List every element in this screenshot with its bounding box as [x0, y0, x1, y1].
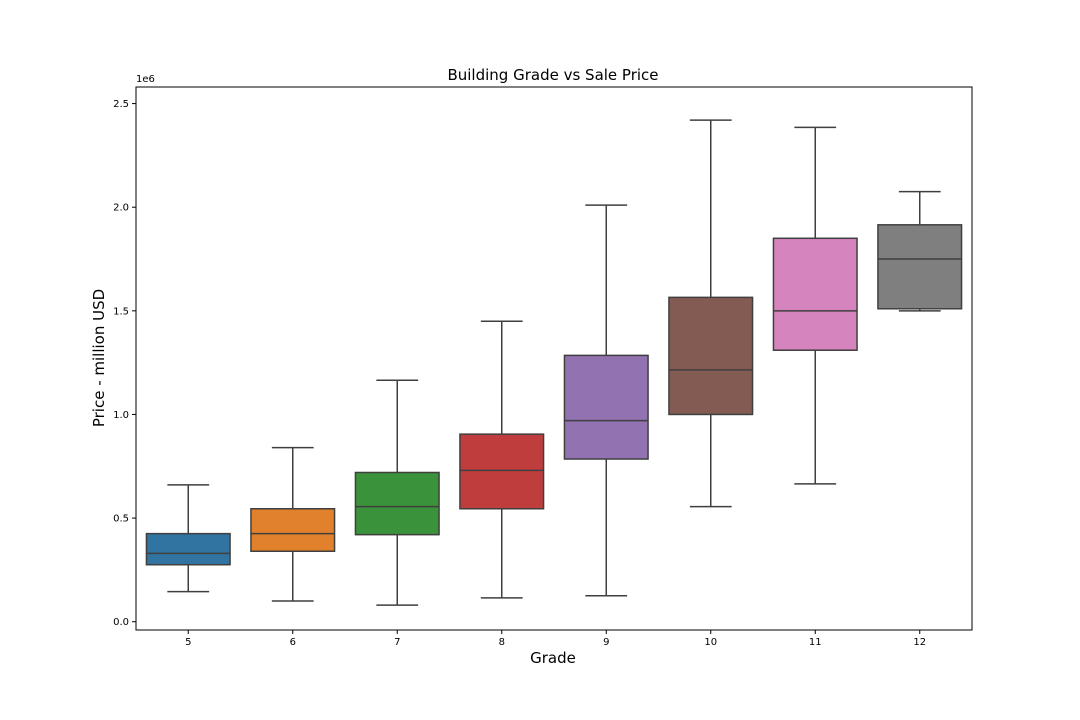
x-axis-label: Grade — [530, 649, 576, 667]
box-grade-11 — [772, 237, 858, 351]
x-tick-label: 12 — [913, 637, 926, 648]
box-grade-9 — [563, 354, 649, 460]
y-tick-label: 1.0 — [113, 410, 129, 421]
x-tick-label: 5 — [185, 637, 191, 648]
box-grade-8 — [459, 433, 545, 510]
box-grade-12 — [877, 224, 963, 310]
y-offset-label: 1e6 — [136, 74, 155, 85]
plot-area: 0.0 0.5 1.0 1.5 2.0 2.5 5 6 7 8 9 10 11 12 — [113, 99, 963, 648]
x-tick-label: 7 — [394, 637, 400, 648]
x-tick-label: 9 — [603, 637, 609, 648]
box-grade-10 — [668, 296, 754, 416]
y-axis-label: Price - million USD — [90, 289, 108, 427]
box-grade-5 — [145, 532, 231, 566]
box-grade-6 — [250, 508, 336, 552]
x-tick-label: 11 — [809, 637, 822, 648]
x-tick-label: 8 — [499, 637, 505, 648]
box-grade-7 — [354, 471, 440, 536]
y-tick-label: 0.0 — [113, 617, 129, 628]
y-tick-label: 2.0 — [113, 203, 129, 214]
y-tick-label: 0.5 — [113, 514, 129, 525]
chart-title: Building Grade vs Sale Price — [447, 66, 658, 84]
y-tick-label: 1.5 — [113, 306, 129, 317]
y-tick-label: 2.5 — [113, 99, 129, 110]
plot-frame — [135, 86, 973, 631]
x-tick-label: 10 — [704, 637, 717, 648]
x-tick-label: 6 — [290, 637, 296, 648]
